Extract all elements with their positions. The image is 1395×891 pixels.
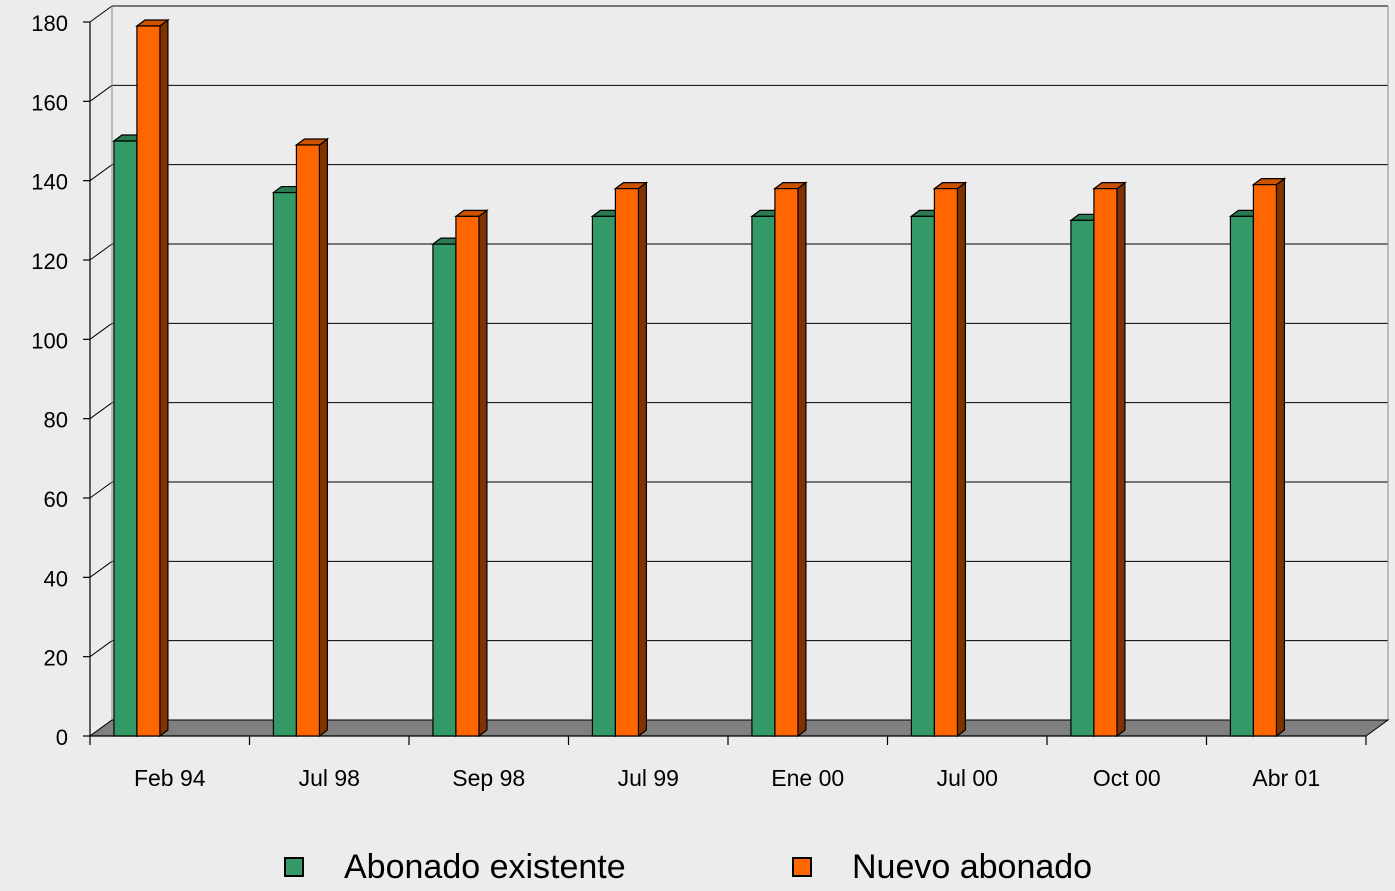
bar-7-series-1 bbox=[1251, 177, 1287, 738]
bar-side-7-1 bbox=[1275, 177, 1286, 738]
wall-gridline-3 bbox=[89, 481, 113, 499]
wall-gridline-7 bbox=[89, 164, 113, 182]
y-tick-label-5: 100 bbox=[31, 328, 68, 353]
wall-gridline-9 bbox=[89, 5, 113, 23]
bar-side-3-1 bbox=[637, 181, 648, 738]
bar-front-5-0 bbox=[910, 215, 936, 737]
bar-front-4-0 bbox=[751, 215, 776, 737]
bar-side-6-1 bbox=[1116, 181, 1126, 738]
bar-front-2-1 bbox=[455, 215, 480, 737]
wall-gridline-5 bbox=[89, 322, 113, 340]
wall-gridline-4 bbox=[89, 402, 113, 420]
y-tick-label-3: 60 bbox=[44, 487, 68, 512]
y-tick-label-4: 80 bbox=[44, 408, 68, 433]
legend-item-series-0: Abonado existente bbox=[284, 850, 626, 884]
bar-front-4-1 bbox=[774, 188, 799, 737]
legend-label-series-1: Nuevo abonado bbox=[852, 848, 1093, 886]
bar-side-4-1 bbox=[797, 181, 807, 738]
x-tick-label-1: Jul 98 bbox=[299, 765, 360, 791]
bar-front-3-1 bbox=[614, 188, 640, 737]
y-tick-label-1: 20 bbox=[44, 646, 68, 671]
bar-front-1-1 bbox=[295, 144, 321, 737]
bars bbox=[112, 18, 1287, 738]
legend-swatch-series-1 bbox=[792, 857, 812, 877]
bar-front-7-1 bbox=[1252, 184, 1278, 737]
wall-gridline-8 bbox=[89, 84, 113, 102]
x-tick-label-5: Jul 00 bbox=[937, 765, 998, 791]
legend-swatch-series-0 bbox=[284, 857, 304, 877]
x-tick-label-6: Oct 00 bbox=[1093, 765, 1161, 791]
bar-side-2-1 bbox=[478, 209, 488, 738]
wall-gridline-1 bbox=[89, 640, 113, 658]
legend-label-series-0: Abonado existente bbox=[344, 848, 626, 886]
bar-2-series-1 bbox=[454, 209, 489, 738]
y-tick-label-2: 40 bbox=[44, 566, 68, 591]
x-tick-label-3: Jul 99 bbox=[618, 765, 679, 791]
bar-front-5-1 bbox=[933, 188, 959, 737]
y-tick-label-9: 180 bbox=[31, 11, 68, 36]
x-tick-label-7: Abr 01 bbox=[1252, 765, 1320, 791]
bar-front-7-0 bbox=[1229, 215, 1255, 737]
bar-1-series-1 bbox=[294, 137, 330, 738]
y-tick-label-0: 0 bbox=[56, 725, 68, 750]
bar-front-1-0 bbox=[272, 191, 298, 737]
bar-front-0-1 bbox=[136, 25, 161, 737]
bar-5-series-1 bbox=[932, 181, 968, 738]
bar-4-series-1 bbox=[773, 181, 808, 738]
bar-side-5-1 bbox=[956, 181, 967, 738]
bar-side-0-1 bbox=[159, 18, 169, 738]
bar-chart: 0 20 40 60 80 100 120 140 160 180 Feb 94 Jul 98 Sep… bbox=[31, 5, 1390, 791]
y-tick-label-8: 160 bbox=[31, 90, 68, 115]
x-tick-labels: Feb 94 Jul 98 Sep 98 Jul 99 Ene 00 Jul 00 Oct … bbox=[134, 765, 1320, 791]
bar-6-series-1 bbox=[1092, 181, 1127, 738]
bar-front-3-0 bbox=[591, 215, 617, 737]
x-tick-label-2: Sep 98 bbox=[452, 765, 525, 791]
legend: Abonado existente Nuevo abonado bbox=[0, 842, 1395, 890]
y-tick-labels: 0 20 40 60 80 100 120 140 160 180 bbox=[31, 11, 68, 750]
x-tick-label-0: Feb 94 bbox=[134, 765, 206, 791]
bar-0-series-1 bbox=[135, 18, 170, 738]
bar-side-1-1 bbox=[318, 137, 329, 738]
bar-front-2-0 bbox=[432, 243, 457, 737]
legend-item-series-1: Nuevo abonado bbox=[792, 850, 1092, 884]
wall-gridline-6 bbox=[89, 243, 113, 261]
x-tick-label-4: Ene 00 bbox=[771, 765, 844, 791]
y-tick-label-7: 140 bbox=[31, 170, 68, 195]
y-tick-label-6: 120 bbox=[31, 249, 68, 274]
bar-front-0-0 bbox=[113, 140, 138, 737]
bar-front-6-0 bbox=[1070, 219, 1095, 737]
wall-gridline-2 bbox=[89, 560, 113, 578]
bar-3-series-1 bbox=[613, 181, 649, 738]
bar-front-6-1 bbox=[1093, 188, 1118, 737]
